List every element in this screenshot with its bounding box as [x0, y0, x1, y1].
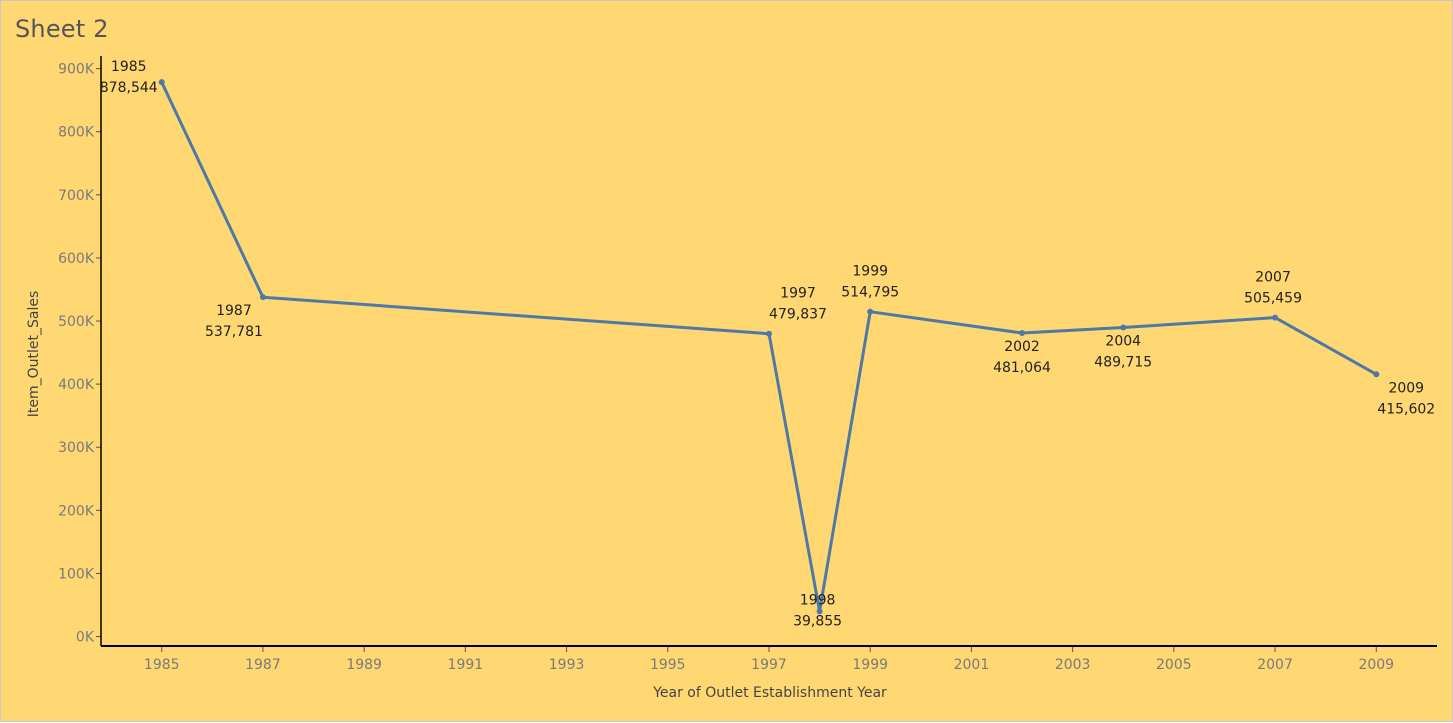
data-points: [158, 79, 1380, 615]
data-label-value: 505,459: [1244, 291, 1302, 307]
data-label-year: 2009: [1388, 380, 1424, 396]
data-point[interactable]: [766, 330, 772, 337]
x-tick-label: 1989: [346, 657, 382, 673]
data-label-value: 415,602: [1377, 401, 1435, 417]
data-point[interactable]: [1019, 329, 1026, 336]
data-label-year: 2002: [1004, 339, 1040, 355]
data-point[interactable]: [816, 608, 823, 615]
y-tick-label: 700K: [58, 188, 95, 204]
y-tick-label: 800K: [58, 125, 95, 141]
data-label-value: 489,715: [1094, 355, 1152, 371]
y-tick-label: 400K: [58, 377, 95, 393]
data-label-value: 878,544: [100, 80, 158, 96]
data-label-year: 1987: [216, 303, 252, 319]
x-tick-label: 1997: [751, 657, 787, 673]
y-axis-title: Item_Outlet_Sales: [26, 291, 42, 418]
y-tick-label: 200K: [58, 503, 95, 519]
data-labels: 1985 878,544 1987 537,781 1997 479,837 1998 39,…: [100, 59, 1435, 629]
y-tick-label: 0K: [76, 630, 95, 646]
data-point[interactable]: [1272, 314, 1279, 321]
x-tick-label: 2009: [1358, 657, 1394, 673]
y-tick-label: 900K: [58, 62, 95, 78]
data-label-year: 2004: [1105, 334, 1141, 350]
data-label-year: 2007: [1255, 270, 1291, 286]
x-tick-label: 1993: [549, 657, 585, 673]
x-tick-label: 1995: [650, 657, 686, 673]
x-tick-label: 1987: [245, 657, 281, 673]
x-tick-label: 2005: [1156, 657, 1192, 673]
data-point[interactable]: [1373, 371, 1380, 378]
y-tick-label: 600K: [58, 251, 95, 267]
x-tick-label: 1999: [852, 657, 888, 673]
data-label-value: 479,837: [769, 307, 827, 323]
sheet-title: Sheet 2: [15, 15, 109, 43]
data-label-year: 1999: [852, 264, 888, 280]
y-tick-label: 300K: [58, 440, 95, 456]
x-tick-label: 2001: [954, 657, 990, 673]
series-line: [160, 81, 1378, 613]
data-label-value: 537,781: [205, 324, 263, 340]
data-label-year: 1998: [800, 592, 836, 608]
data-point[interactable]: [259, 294, 266, 301]
x-axis-ticks: 1985 1987 1989 1991 1993 1995 1997 1999 2001 2003…: [144, 646, 1394, 673]
y-tick-label: 100K: [58, 566, 95, 582]
data-label-value: 514,795: [841, 285, 899, 301]
y-axis-ticks: 0K 100K 200K 300K 400K 500K 600K 700K 800K 900K: [58, 62, 101, 646]
data-point[interactable]: [867, 308, 874, 315]
x-tick-label: 1991: [448, 657, 484, 673]
data-label-year: 1985: [111, 59, 147, 75]
y-tick-label: 500K: [58, 314, 95, 330]
data-point[interactable]: [158, 79, 165, 86]
x-axis-title: Year of Outlet Establishment Year: [652, 685, 887, 701]
x-tick-label: 2003: [1055, 657, 1091, 673]
data-label-value: 481,064: [993, 360, 1051, 376]
x-tick-label: 1985: [144, 657, 180, 673]
data-point[interactable]: [1120, 324, 1127, 331]
data-label-value: 39,855: [793, 613, 842, 629]
data-label-year: 1997: [780, 286, 816, 302]
x-tick-label: 2007: [1257, 657, 1293, 673]
